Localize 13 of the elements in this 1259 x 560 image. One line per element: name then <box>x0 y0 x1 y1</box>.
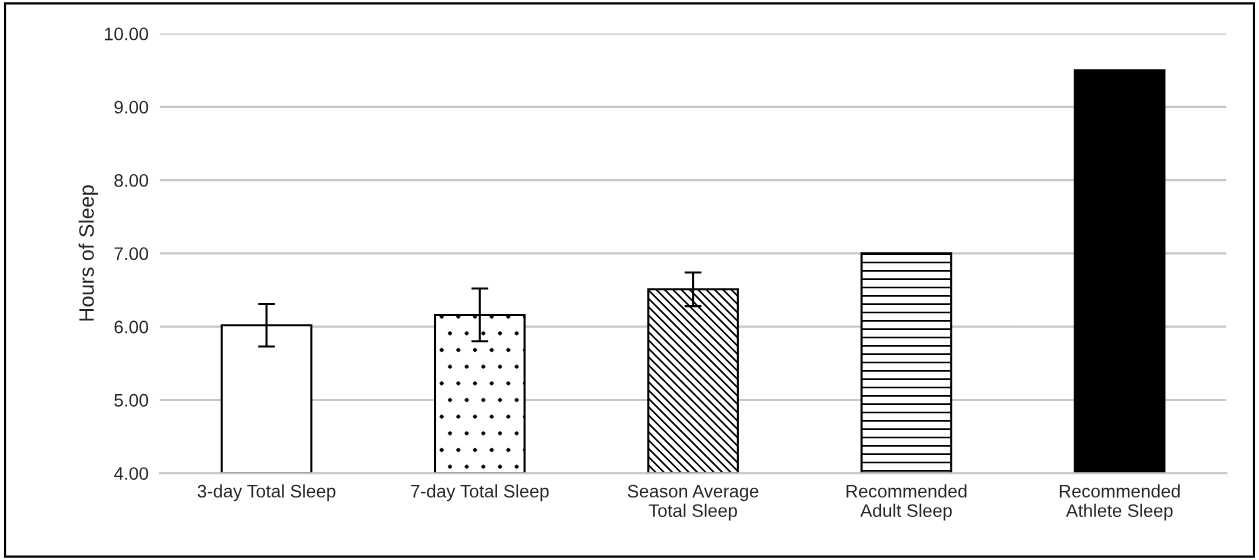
y-tick-label: 4.00 <box>114 467 149 480</box>
x-tick-label: Recommended Adult Sleep <box>846 484 967 521</box>
x-tick-label: 7-day Total Sleep <box>411 484 549 502</box>
y-tick-label: 6.00 <box>114 320 149 334</box>
y-tick-label: 10.00 <box>104 27 149 41</box>
y-axis-title: Hours of Sleep <box>78 185 99 321</box>
x-tick-label: Recommended Athlete Sleep <box>1059 484 1180 521</box>
y-tick-label: 9.00 <box>114 100 149 114</box>
y-tick-label: 7.00 <box>114 247 149 261</box>
y-tick-label: 8.00 <box>114 174 149 187</box>
y-tick-label: 5.00 <box>114 393 149 407</box>
x-tick-label: 3-day Total Sleep <box>197 484 336 502</box>
x-tick-label: Season Average Total Sleep <box>627 484 759 521</box>
